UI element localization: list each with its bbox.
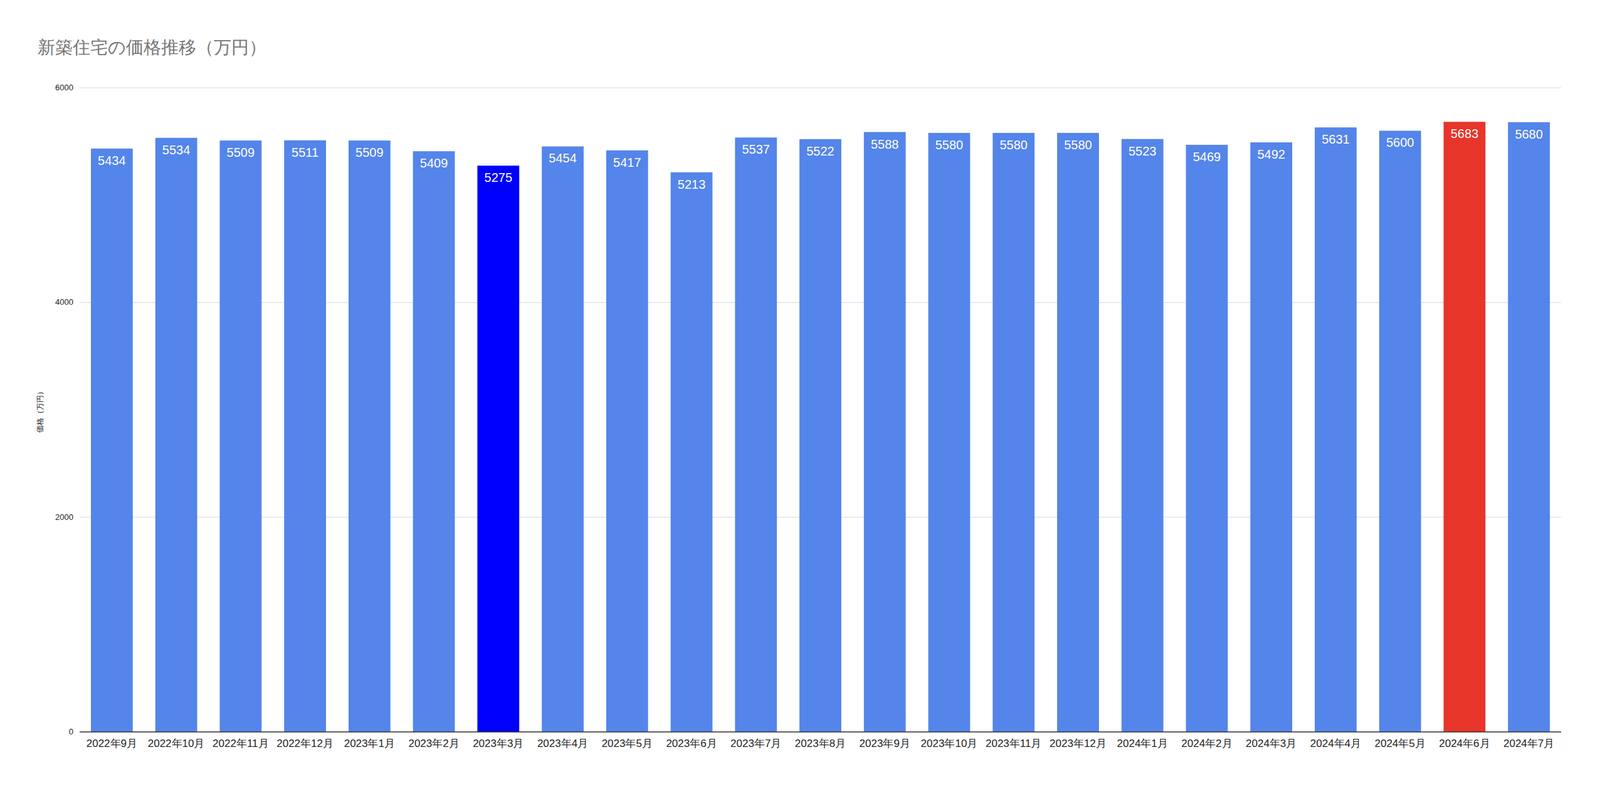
bar: [477, 165, 520, 732]
bar: [1250, 142, 1293, 732]
data-label: 5213: [677, 177, 706, 192]
grid-line: [79, 731, 1562, 733]
data-label: 5600: [1386, 135, 1415, 150]
data-label: 5588: [870, 137, 900, 152]
data-label: 5680: [1514, 127, 1543, 142]
x-tick-label: 2023年8月: [794, 737, 846, 750]
bars: [90, 121, 1550, 732]
bar: [284, 140, 327, 732]
bar: [670, 172, 713, 732]
y-tick-label: 0: [68, 726, 74, 737]
bar: [90, 148, 133, 732]
data-label: 5409: [420, 156, 449, 170]
data-label: 5275: [484, 170, 513, 185]
bar: [992, 132, 1035, 732]
x-tick-label: 2022年9月: [86, 737, 138, 750]
data-label: 5631: [1321, 132, 1350, 147]
x-tick-label: 2024年4月: [1310, 737, 1362, 750]
data-label: 5454: [548, 151, 577, 165]
x-tick-label: 2023年10月: [921, 737, 979, 750]
bar: [863, 132, 906, 732]
bar: [413, 151, 456, 732]
x-tick-label: 2023年5月: [601, 737, 653, 750]
x-tick-label: 2024年5月: [1374, 737, 1426, 750]
bar: [606, 150, 649, 732]
x-tick-label: 2023年12月: [1049, 737, 1107, 750]
bar: [1314, 127, 1357, 732]
bar: [734, 137, 777, 732]
x-tick-label: 2023年3月: [472, 737, 524, 750]
data-label: 5683: [1450, 126, 1479, 141]
x-tick-label: 2023年9月: [859, 737, 911, 750]
data-label: 5537: [742, 142, 771, 157]
data-label: 5469: [1193, 149, 1222, 164]
bar: [219, 140, 262, 732]
data-label: 5523: [1128, 144, 1157, 158]
data-label: 5534: [162, 142, 191, 157]
bar: [1507, 122, 1550, 732]
bar: [155, 137, 198, 732]
grid: [79, 87, 1562, 732]
bar: [541, 146, 584, 732]
data-label: 5509: [355, 145, 384, 160]
chart-container: 新築住宅の価格推移（万円） 価格（万円） 0 2000 4000 6000 5434 5534…: [0, 0, 1600, 789]
bar: [1379, 130, 1422, 732]
bar: [1121, 139, 1164, 732]
data-label: 5580: [935, 137, 964, 152]
x-tick-label: 2023年7月: [730, 737, 782, 750]
data-label: 5511: [291, 145, 319, 160]
bar: [928, 132, 971, 732]
x-tick-label: 2023年2月: [408, 737, 459, 750]
bar: [1186, 144, 1229, 732]
data-label: 5417: [613, 155, 642, 170]
title: 新築住宅の価格推移（万円）: [37, 37, 267, 58]
x-tick-label: 2023年11月: [985, 737, 1042, 750]
data-label: 5522: [806, 144, 835, 158]
data-label: 5492: [1257, 147, 1286, 162]
bar: [348, 140, 391, 732]
data-label: 5509: [226, 145, 256, 160]
x-tick-label: 2024年1月: [1117, 737, 1169, 750]
bar: [799, 139, 842, 732]
x-tick-label: 2024年6月: [1438, 737, 1490, 750]
x-tick-label: 2022年11月: [212, 737, 269, 750]
data-label: 5580: [999, 137, 1028, 152]
x-tick-label: 2023年1月: [344, 737, 395, 750]
data-label: 5434: [97, 153, 127, 168]
x-tick-label: 2022年12月: [276, 737, 334, 750]
data-labels: 5434 5534 5509 5511 5509 5409 5275 5454 5417 5213…: [97, 126, 1543, 191]
bar: [1057, 132, 1100, 732]
chart-svg: 新築住宅の価格推移（万円） 価格（万円） 0 2000 4000 6000 5434 5534…: [0, 0, 1600, 789]
x-tick-label: 2022年10月: [147, 737, 206, 750]
x-tick-label: 2023年4月: [537, 737, 589, 750]
y-axis-label: 価格（万円）: [35, 387, 45, 433]
grid-line: [79, 87, 1562, 89]
y-tick-label: 6000: [55, 82, 74, 93]
y-tick-label: 2000: [55, 512, 74, 522]
x-tick-label: 2024年7月: [1503, 737, 1555, 750]
x-tick-label: 2024年3月: [1245, 737, 1297, 750]
bar: [1443, 121, 1486, 732]
x-tick-label: 2024年2月: [1181, 737, 1232, 750]
x-tick-label: 2023年6月: [665, 737, 717, 750]
data-label: 5580: [1063, 137, 1093, 152]
x-axis-line: [79, 731, 1562, 733]
y-tick-label: 4000: [55, 297, 74, 307]
